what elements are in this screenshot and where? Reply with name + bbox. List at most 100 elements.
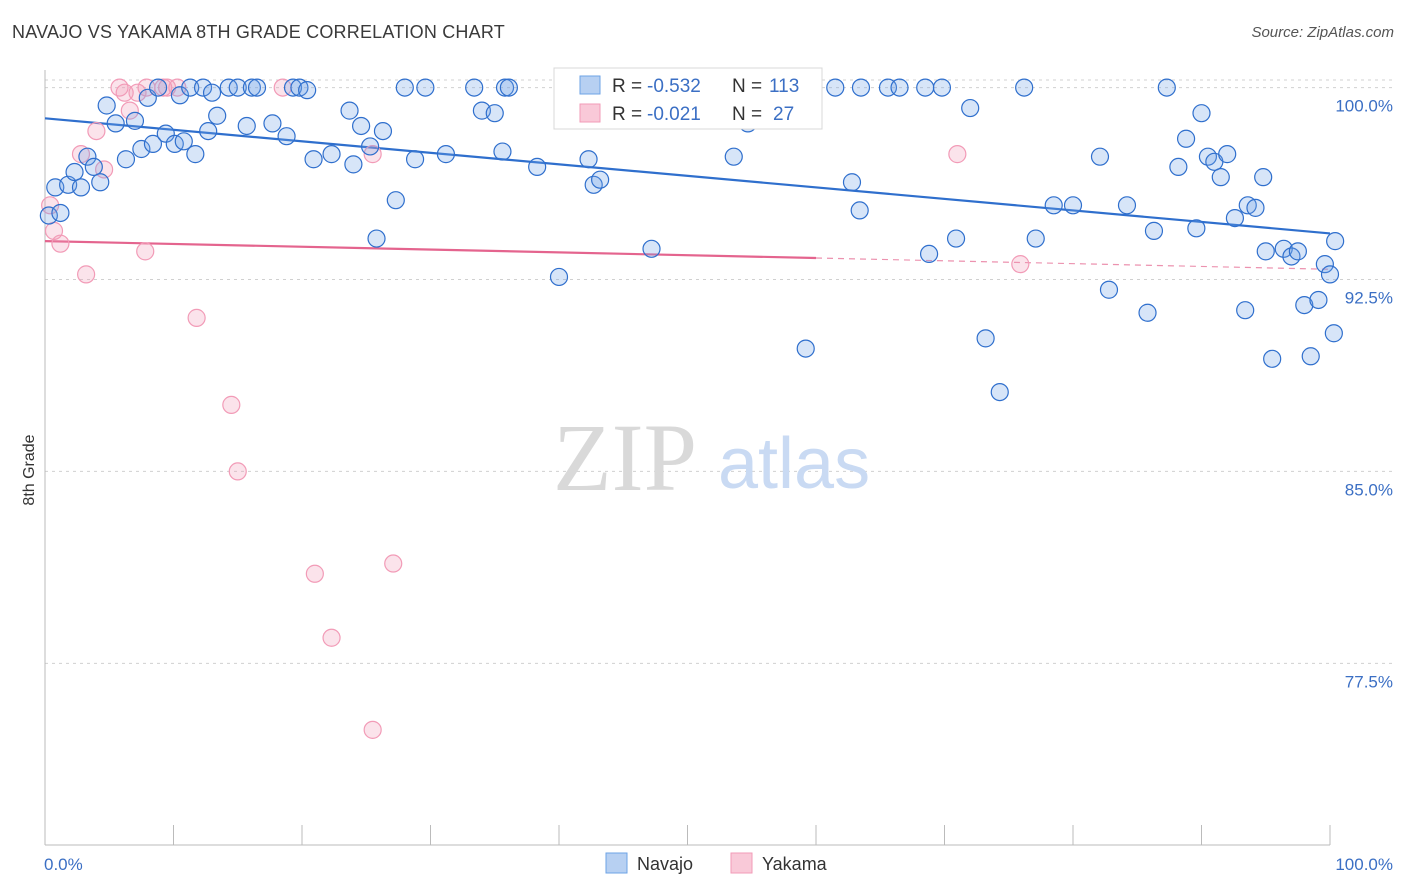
watermark-zip: ZIP [553,404,697,511]
navajo-point-7 [84,157,103,177]
navajo-point-113 [1301,347,1320,366]
navajo-point-19 [170,86,190,105]
stats-swatch-navajo [579,75,601,95]
navajo-point-109 [1274,239,1293,258]
yakama-point-12 [136,242,155,261]
navajo-point-36 [298,81,317,100]
navajo-point-117 [1324,324,1343,343]
navajo-point-54 [495,78,515,97]
navajo-point-79 [932,78,952,97]
navajo-point-60 [591,170,610,189]
navajo-point-88 [1090,147,1110,166]
yakama-point-5 [87,121,106,141]
trend-line-navajo [44,117,1331,235]
stats-navajo-n-label: N = [732,76,762,97]
navajo-point-46 [395,78,414,97]
stats-navajo-n-value: 113 [769,76,799,97]
navajo-point-114 [1309,290,1328,310]
navajo-point-44 [373,121,393,141]
navajo-point-15 [143,134,163,153]
watermark: ZIP atlas [553,404,870,511]
navajo-point-33 [277,127,296,146]
navajo-point-97 [1192,104,1211,123]
navajo-point-63 [642,239,661,258]
y-tick-label-2: 85.0% [1345,480,1393,499]
navajo-point-115 [1315,255,1334,274]
navajo-point-107 [1256,242,1275,261]
navajo-point-34 [283,78,303,97]
navajo-point-45 [386,191,405,210]
navajo-point-73 [850,201,869,220]
y-tick-label-1: 92.5% [1345,289,1393,308]
navajo-point-100 [1211,168,1230,187]
navajo-point-24 [199,121,218,141]
navajo-point-20 [174,132,193,151]
navajo-point-71 [826,78,845,97]
navajo-point-105 [1246,198,1265,217]
navajo-point-42 [361,137,380,156]
navajo-point-77 [916,78,935,97]
yakama-point-10 [128,83,147,102]
stats-navajo-r-label: R = [612,76,642,97]
trend-lines [44,117,1331,270]
navajo-point-85 [1026,229,1045,248]
navajo-point-23 [193,78,213,97]
stats-yakama-r-label: R = [612,104,642,125]
yakama-point-18 [228,462,247,481]
navajo-point-37 [304,150,323,169]
x-tick-label-1: 100.0% [1335,855,1393,874]
navajo-point-22 [186,145,205,164]
navajo-point-26 [208,106,227,125]
navajo-point-78 [919,244,939,264]
navajo-point-94 [1169,157,1188,177]
navajo-point-58 [579,150,598,169]
navajo-point-0 [39,206,58,225]
navajo-point-108 [1263,349,1282,368]
y-tick-label-0: 100.0% [1335,97,1393,116]
navajo-point-16 [148,78,168,97]
navajo-point-106 [1254,168,1273,187]
navajo-point-41 [352,116,371,136]
navajo-point-52 [485,104,504,123]
navajo-point-47 [405,150,425,169]
navajo-point-90 [1117,196,1137,215]
x-tick-labels: 0.0% 100.0% [44,855,1393,874]
navajo-point-86 [1044,196,1063,215]
navajo-point-74 [851,78,871,97]
navajo-point-84 [1015,78,1034,97]
legend: Navajo Yakama [605,852,828,874]
navajo-point-12 [125,111,145,130]
navajo-point-38 [322,145,341,164]
navajo-point-102 [1225,208,1245,228]
navajo-point-8 [91,173,110,192]
legend-label-yakama: Yakama [762,854,828,874]
navajo-point-101 [1218,145,1237,164]
stats-yakama-n-value: 27 [773,104,794,125]
navajo-point-87 [1063,196,1083,215]
navajo-point-56 [528,157,547,177]
trend-line-yakama-extension [815,257,1331,270]
navajo-point-57 [549,267,569,287]
navajo-point-92 [1144,221,1164,240]
yakama-point-21 [384,554,403,573]
yakama-point-17 [222,395,241,414]
navajo-point-17 [156,124,175,143]
yakama-point-24 [363,720,382,739]
navajo-point-91 [1138,303,1157,322]
navajo-point-83 [990,382,1009,402]
legend-swatch-navajo [605,852,628,874]
watermark-atlas: atlas [718,424,870,504]
series-yakama [41,78,1030,739]
navajo-point-111 [1288,242,1307,261]
navajo-point-25 [202,83,222,102]
y-tick-labels: 100.0% 92.5% 85.0% 77.5% [1335,97,1393,692]
stats-yakama-r-value: -0.021 [647,104,701,125]
navajo-point-103 [1236,301,1255,320]
navajo-point-82 [976,329,995,348]
trend-line-yakama [44,240,817,260]
stats-yakama-n-label: N = [732,104,762,125]
y-tick-label-3: 77.5% [1345,672,1393,691]
navajo-point-95 [1176,129,1196,148]
yakama-point-26 [1011,255,1030,274]
navajo-point-21 [181,78,200,97]
